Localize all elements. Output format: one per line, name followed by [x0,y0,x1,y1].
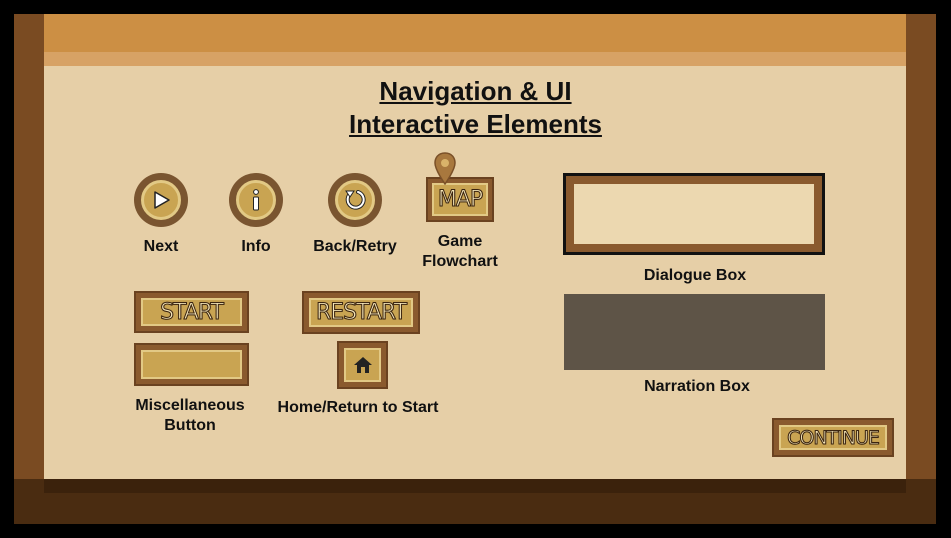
game-frame [14,14,936,524]
page-title-line1: Navigation & UI [379,76,572,106]
narration-box [564,294,825,370]
info-label: Info [241,238,271,255]
page-title-line2: Interactive Elements [349,109,602,139]
right-wood-border [906,14,936,524]
start-button[interactable]: START [134,291,249,333]
next-label: Next [143,238,179,255]
play-arrow-icon [154,191,170,209]
map-label-line1: Game [437,233,483,250]
map-button-text: MAP [437,187,483,213]
left-wood-border [14,14,44,524]
dialogue-box [563,173,825,255]
continue-button[interactable]: CONTINUE [772,418,894,457]
home-label: Home/Return to Start [277,399,439,416]
restart-button[interactable]: RESTART [302,291,420,334]
start-button-text: START [160,299,225,325]
back-retry-button[interactable] [328,173,382,227]
bottom-wood-band [44,479,906,493]
next-button[interactable] [134,173,188,227]
miscellaneous-button[interactable] [134,343,249,386]
narration-box-label: Narration Box [644,378,750,395]
info-icon [253,189,259,211]
continue-button-text: CONTINUE [787,426,881,449]
info-button[interactable] [229,173,283,227]
retry-arrow-icon [345,190,366,210]
misc-label-line2: Button [164,417,216,434]
home-icon [353,357,372,373]
back-retry-label: Back/Retry [313,238,397,255]
map-label-line2: Flowchart [422,253,498,270]
top-wood-bar [14,14,936,52]
dialogue-box-label: Dialogue Box [643,267,747,284]
misc-label-line1: Miscellaneous [135,397,245,414]
map-button[interactable]: MAP [426,177,494,222]
map-pin-icon [434,152,456,186]
restart-button-text: RESTART [315,300,407,326]
home-button[interactable] [337,341,388,389]
top-wood-band [14,52,936,66]
